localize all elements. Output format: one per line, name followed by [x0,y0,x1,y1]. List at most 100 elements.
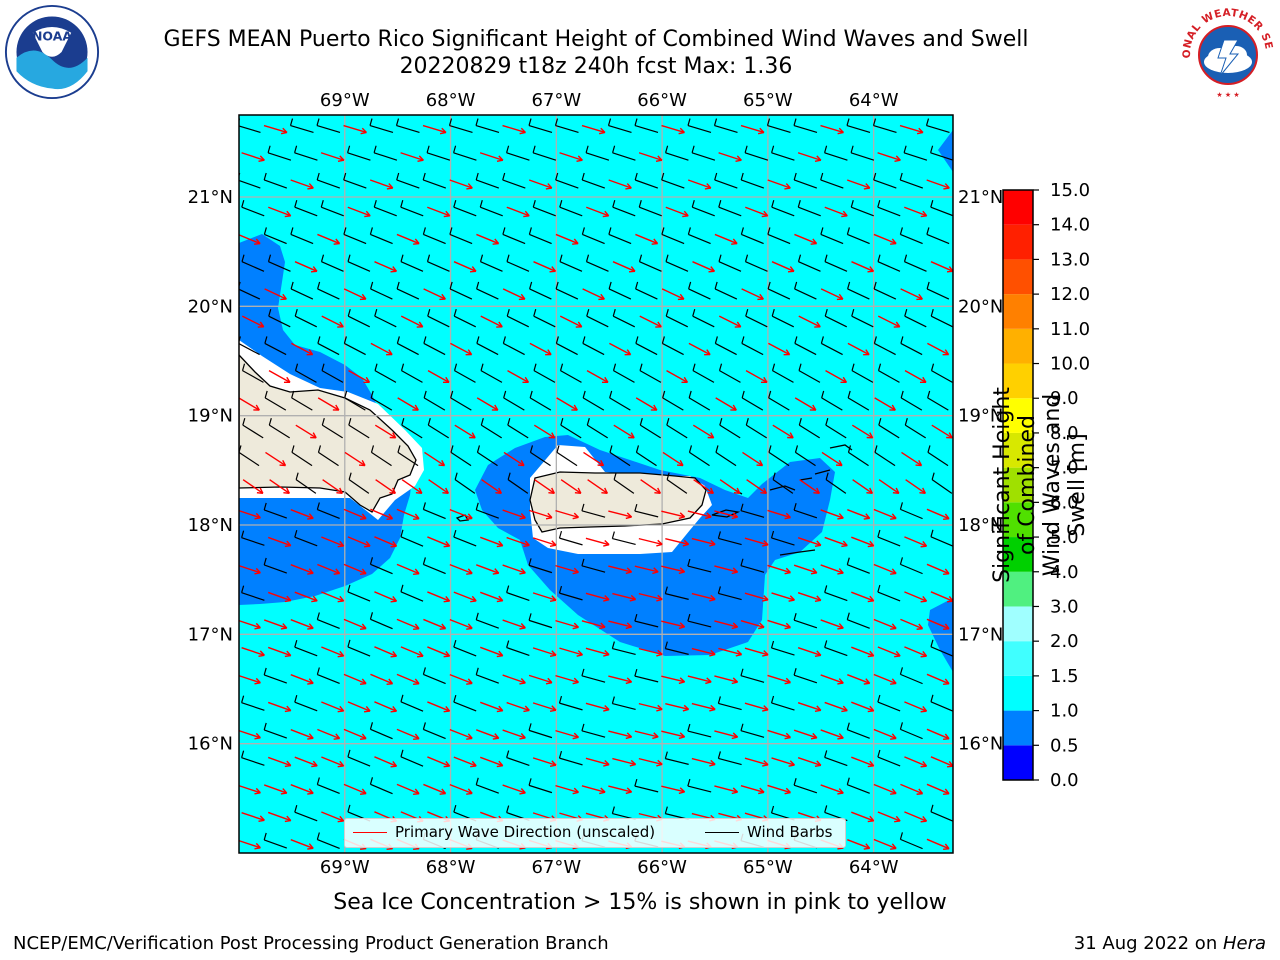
wind-barb [454,472,476,494]
primary-wave-arrow [396,618,420,630]
wind-barb [476,445,498,467]
wind-barb [453,529,477,547]
wind-barb [904,309,927,328]
primary-wave-arrow [851,424,874,439]
primary-wave-arrow [608,785,633,795]
primary-wave-arrow [847,674,871,685]
primary-wave-arrow [873,563,897,575]
wind-barb [422,502,446,520]
wind-barb [453,363,476,383]
wind-barb [343,336,366,356]
primary-wave-arrow [506,536,530,548]
wind-barb [343,172,367,189]
wind-barb [740,723,765,738]
wind-barb [347,254,371,272]
wind-barb [241,585,265,601]
wind-barb [422,172,447,189]
wind-barb [717,586,742,601]
primary-wave-arrow [369,179,394,190]
wind-barb [771,145,795,161]
wind-barb [714,336,737,356]
lon-tick-label-bottom: 68°W [426,857,476,878]
wind-barb [930,363,953,383]
primary-wave-arrow [450,342,473,356]
primary-wave-arrow [824,536,848,548]
primary-wave-arrow [581,124,606,135]
wind-barb [821,390,843,411]
footer-credit: NCEP/EMC/Verification Post Processing Pr… [13,933,609,954]
primary-wave-arrow [344,451,366,467]
wind-barb [369,612,393,630]
primary-wave-arrow [423,288,446,301]
wind-barb [793,172,818,189]
wind-barb [825,417,847,439]
wind-barb [794,336,817,356]
island-vieques [711,509,741,518]
wind-barb [528,227,552,245]
primary-wave-arrow [343,124,367,135]
colorbar-frame [1002,189,1034,781]
wave-contour-northeast [938,130,953,172]
primary-wave-arrow [794,397,817,411]
wind-barb [797,254,821,272]
primary-wave-arrow [740,124,765,135]
primary-wave-arrow [877,811,901,823]
wind-barb [850,200,874,217]
primary-wave-arrow [744,592,769,602]
colorbar-segment [1003,259,1033,295]
wind-barb [374,363,397,383]
wind-barb [267,254,291,272]
wind-barb [453,309,477,328]
primary-wave-arrow [877,152,901,163]
primary-wave-arrow [877,315,901,328]
primary-wave-arrow [904,811,928,823]
primary-wave-arrow [767,729,791,740]
wind-barb [930,694,953,712]
wind-barb [506,254,530,272]
wind-barb [877,584,901,602]
primary-wave-arrow [926,179,950,190]
wind-barb [506,750,530,766]
primary-wave-arrow [555,619,580,630]
wind-barb [607,118,632,134]
wind-barb [634,172,659,189]
primary-wave-arrow [502,619,526,630]
primary-wave-arrow [480,756,504,768]
primary-wave-arrow [851,756,875,768]
wind-barb [556,445,578,467]
map-legend: Primary Wave Direction (unscaled) Wind B… [344,818,846,848]
wind-barb [374,309,397,328]
primary-wave-arrow [294,591,318,603]
primary-wave-arrow [581,785,606,795]
colorbar-segment [1003,294,1033,329]
primary-wave-arrow [638,152,663,163]
primary-wave-arrow [321,646,345,658]
primary-wave-arrow [744,537,769,547]
wind-barb [925,118,950,134]
wind-barb [824,585,848,602]
primary-wave-arrow [290,509,314,520]
wind-barb [529,445,551,467]
primary-wave-arrow [693,479,714,495]
wind-barb [612,200,636,217]
wind-barb [770,640,795,656]
primary-wave-arrow [480,701,504,713]
wind-barb [503,390,525,411]
wind-barb [241,530,265,546]
primary-wave-arrow [661,620,686,630]
primary-wave-arrow [718,152,742,163]
colorbar-tick-label: 12.0 [1050,284,1090,305]
wind-barb [767,281,791,300]
primary-wave-arrow [820,509,844,520]
primary-wave-arrow [634,565,659,575]
primary-wave-arrow [427,536,451,548]
primary-wave-arrow [904,536,928,548]
primary-wave-arrow [267,646,292,658]
primary-wave-arrow [476,564,500,575]
wind-barb [582,336,605,356]
wind-barb [559,363,582,383]
primary-wave-arrow [263,784,288,795]
wind-barb [316,777,340,795]
primary-wave-arrow [847,839,871,850]
primary-wave-arrow [851,646,875,658]
